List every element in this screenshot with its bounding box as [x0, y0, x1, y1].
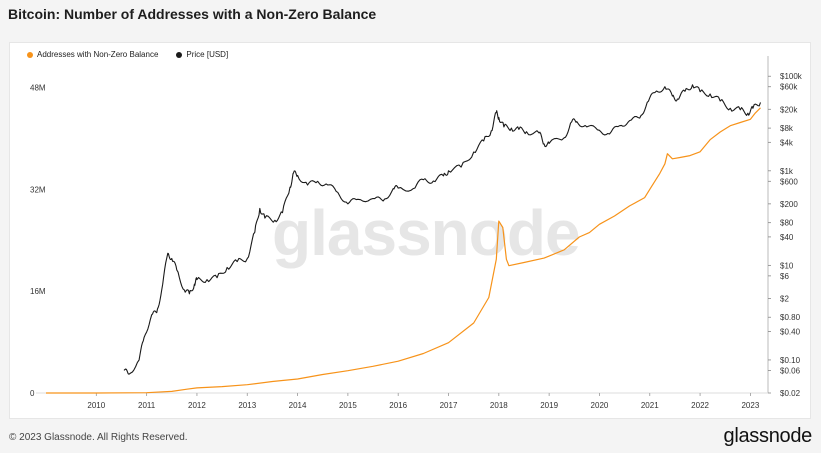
x-tick-label: 2019: [540, 401, 558, 410]
y-right-tick-label: $0.80: [780, 313, 801, 322]
x-tick-label: 2023: [741, 401, 759, 410]
chart-title: Bitcoin: Number of Addresses with a Non-…: [8, 6, 377, 22]
x-tick-label: 2015: [339, 401, 357, 410]
y-left-tick-label: 0: [30, 389, 35, 398]
legend-dot-price: [176, 51, 183, 58]
y-left-tick-label: 48M: [30, 83, 46, 92]
x-tick-label: 2013: [238, 401, 256, 410]
legend-dot-addresses: [27, 51, 33, 58]
copyright-text: © 2023 Glassnode. All Rights Reserved.: [9, 432, 188, 443]
chart-panel: [9, 42, 811, 419]
x-tick-label: 2014: [289, 401, 307, 410]
x-tick-label: 2020: [591, 401, 609, 410]
watermark: glassnode: [272, 197, 581, 269]
y-right-tick-label: $40: [780, 233, 794, 242]
y-left-tick-label: 32M: [30, 185, 46, 194]
x-tick-label: 2012: [188, 401, 206, 410]
y-right-tick-label: $600: [780, 177, 798, 186]
legend-item-price[interactable]: Price [USD]: [176, 50, 228, 59]
y-right-tick-label: $8k: [780, 124, 794, 133]
y-right-tick-label: $2: [780, 294, 789, 303]
brand-logo: glassnode: [723, 425, 813, 447]
x-tick-label: 2022: [691, 401, 709, 410]
x-tick-label: 2010: [87, 401, 105, 410]
x-tick-label: 2017: [440, 401, 458, 410]
y-right-tick-label: $10: [780, 261, 794, 270]
y-right-tick-label: $6: [780, 272, 789, 281]
y-right-tick-label: $20k: [780, 105, 798, 114]
series-line-addresses: [46, 107, 761, 394]
x-tick-label: 2021: [641, 401, 659, 410]
y-right-tick-label: $0.06: [780, 366, 801, 375]
x-tick-label: 2018: [490, 401, 508, 410]
legend-label-price: Price [USD]: [186, 50, 229, 59]
x-tick-label: 2011: [138, 401, 156, 410]
y-right-tick-label: $0.10: [780, 356, 801, 365]
series-line-price: [123, 84, 762, 375]
y-left-tick-label: 16M: [30, 287, 46, 296]
y-right-tick-label: $60k: [780, 83, 798, 92]
legend-label-addresses: Addresses with Non-Zero Balance: [37, 50, 159, 59]
y-right-tick-label: $100k: [780, 72, 803, 81]
x-tick-label: 2016: [389, 401, 407, 410]
y-right-tick-label: $0.02: [780, 389, 801, 398]
legend-item-addresses[interactable]: Addresses with Non-Zero Balance: [27, 50, 158, 59]
y-right-tick-label: $1k: [780, 167, 794, 176]
y-right-tick-label: $4k: [780, 138, 794, 147]
y-right-tick-label: $200: [780, 200, 798, 209]
y-right-tick-label: $80: [780, 219, 794, 228]
legend: Addresses with Non-Zero Balance Price [U…: [27, 50, 228, 59]
y-right-tick-label: $0.40: [780, 327, 801, 336]
